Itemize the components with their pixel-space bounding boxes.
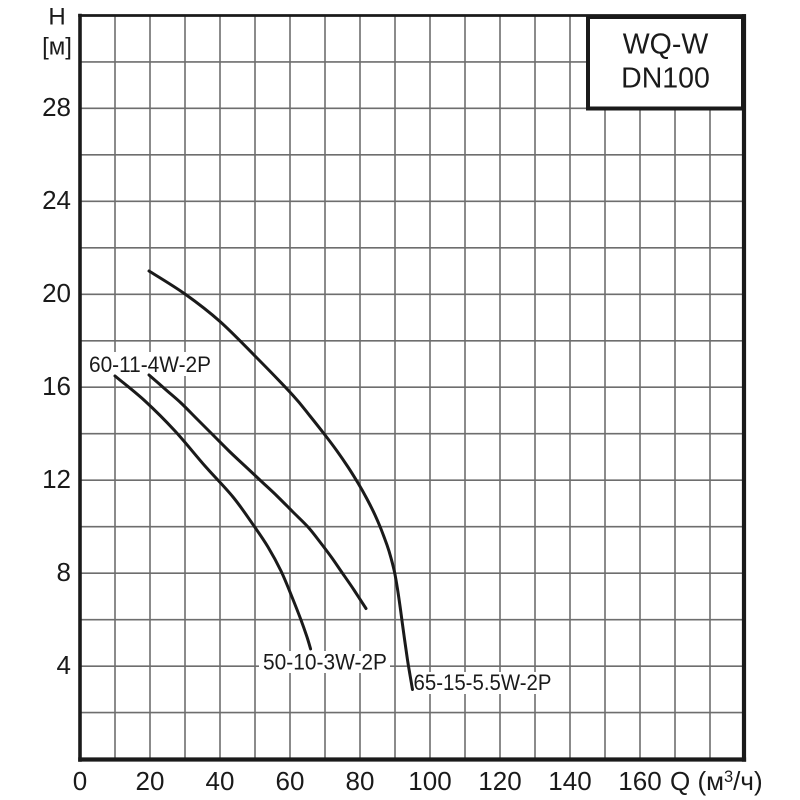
svg-text:WQ-W: WQ-W xyxy=(623,29,709,61)
svg-text:8: 8 xyxy=(57,557,71,587)
svg-text:100: 100 xyxy=(408,766,451,796)
svg-text:0: 0 xyxy=(73,766,87,796)
svg-text:12: 12 xyxy=(42,464,71,494)
svg-text:120: 120 xyxy=(478,766,521,796)
svg-text:24: 24 xyxy=(42,185,71,215)
svg-text:140: 140 xyxy=(548,766,591,796)
svg-text:40: 40 xyxy=(206,766,235,796)
svg-text:16: 16 xyxy=(42,371,71,401)
svg-text:Q (м3/ч): Q (м3/ч) xyxy=(670,766,763,796)
svg-text:H: H xyxy=(48,3,65,30)
svg-text:160: 160 xyxy=(618,766,661,796)
svg-text:60-11-4W-2P: 60-11-4W-2P xyxy=(89,352,211,377)
svg-text:65-15-5.5W-2P: 65-15-5.5W-2P xyxy=(414,670,552,695)
svg-text:20: 20 xyxy=(136,766,165,796)
svg-text:4: 4 xyxy=(57,650,71,680)
svg-text:28: 28 xyxy=(42,92,71,122)
svg-text:80: 80 xyxy=(346,766,375,796)
svg-text:20: 20 xyxy=(42,278,71,308)
svg-text:[м]: [м] xyxy=(42,33,72,60)
svg-text:50-10-3W-2P: 50-10-3W-2P xyxy=(263,650,387,675)
svg-text:DN100: DN100 xyxy=(621,63,710,95)
svg-text:60: 60 xyxy=(276,766,305,796)
